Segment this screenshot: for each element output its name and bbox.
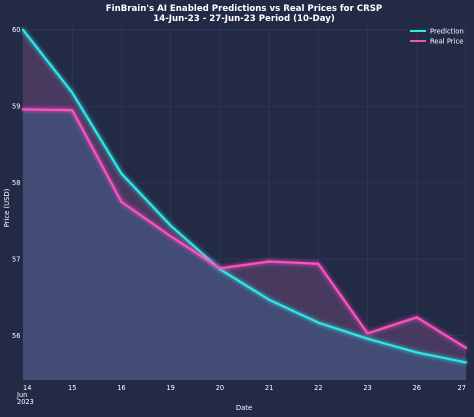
x-tick-label-extra: 2023 [17, 398, 34, 406]
chart-subtitle: 14-Jun-23 - 27-Jun-23 Period (10-Day) [153, 14, 335, 24]
y-tick-label: 57 [12, 255, 20, 263]
legend: Prediction Real Price [410, 28, 464, 46]
x-tick-label: 15 [68, 384, 76, 392]
data-point-real-price [22, 108, 24, 111]
series-points [22, 28, 467, 364]
series-line-prediction [21, 28, 468, 364]
y-tick-label: 60 [12, 26, 20, 34]
series-lines [21, 28, 468, 364]
x-tick-label: 20 [216, 384, 224, 392]
x-tick-label: 14 [23, 384, 31, 392]
y-ticks: 56 57 58 59 60 [12, 26, 20, 340]
data-point-prediction [465, 361, 467, 364]
x-tick-label: 27 [458, 384, 466, 392]
data-point-real-price [366, 332, 369, 335]
y-axis-label: Price (USD) [3, 188, 11, 227]
area-fills [23, 29, 466, 380]
x-tick-label: 22 [314, 384, 322, 392]
legend-label-prediction: Prediction [430, 28, 464, 36]
data-point-prediction [415, 351, 418, 354]
x-tick-label: 21 [265, 384, 273, 392]
x-tick-label-extra: Jun [16, 391, 27, 399]
data-point-real-price [120, 200, 123, 203]
data-point-real-price [465, 346, 467, 349]
data-point-real-price [268, 260, 271, 263]
chart-title: FinBrain's AI Enabled Predictions vs Rea… [106, 4, 382, 14]
data-point-real-price [218, 267, 221, 270]
x-tick-label: 26 [413, 384, 421, 392]
area-below-lines [23, 109, 466, 380]
y-tick-label: 58 [12, 179, 20, 187]
x-tick-label: 23 [363, 384, 371, 392]
y-tick-label: 59 [12, 103, 20, 111]
x-axis-label: Date [236, 404, 252, 412]
data-point-prediction [317, 321, 320, 324]
area-real-above [23, 29, 466, 363]
data-point-real-price [71, 109, 74, 112]
data-point-real-price [415, 316, 418, 319]
data-point-prediction [22, 28, 24, 31]
x-tick-label: 19 [166, 384, 174, 392]
data-point-prediction [120, 172, 123, 175]
data-point-prediction [169, 224, 172, 227]
data-point-prediction [366, 337, 369, 340]
data-point-real-price [317, 262, 320, 265]
series-line-real-price [21, 108, 468, 349]
data-point-prediction [268, 298, 271, 301]
data-point-prediction [71, 91, 74, 94]
x-tick-label: 16 [117, 384, 125, 392]
y-tick-label: 56 [12, 332, 20, 340]
legend-label-real-price: Real Price [430, 38, 463, 46]
data-point-real-price [169, 235, 172, 238]
